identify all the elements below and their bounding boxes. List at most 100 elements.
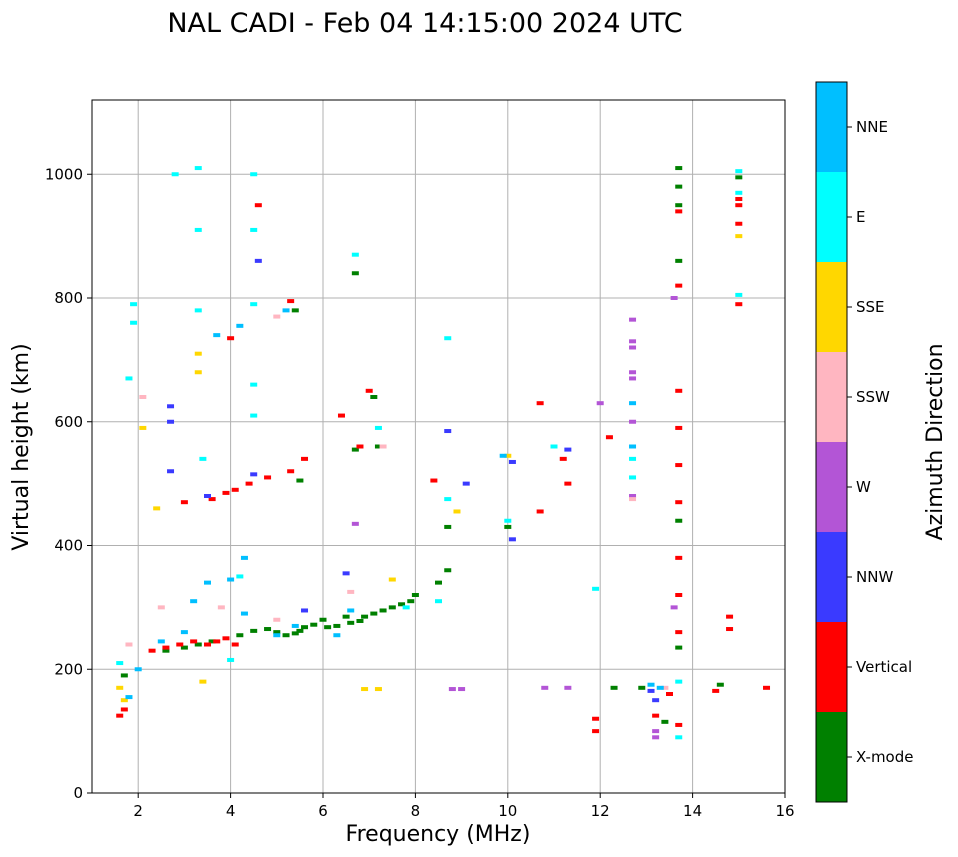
data-point <box>735 203 743 208</box>
data-point <box>444 429 452 434</box>
data-point <box>675 735 683 740</box>
data-point <box>444 497 452 502</box>
data-point <box>444 524 452 529</box>
x-tick-label: 12 <box>591 802 610 820</box>
colorbar-tick-label: E <box>856 208 865 226</box>
data-point <box>125 695 133 700</box>
data-point <box>398 602 406 607</box>
data-point <box>536 509 544 514</box>
data-point <box>666 692 673 696</box>
data-point <box>592 716 600 721</box>
data-point <box>301 456 309 461</box>
data-point <box>204 580 211 585</box>
data-point <box>194 351 202 356</box>
colorbar-tick-label: SSE <box>856 298 885 316</box>
data-point <box>629 339 637 344</box>
data-point <box>370 395 378 399</box>
data-point <box>629 376 637 381</box>
data-point <box>388 605 396 610</box>
data-point <box>130 302 138 307</box>
data-point <box>763 685 771 690</box>
data-point <box>250 227 258 232</box>
data-point <box>735 197 743 201</box>
colorbar-label: Azimuth Direction <box>923 343 948 540</box>
data-point <box>726 614 734 619</box>
colorbar-tick-label: Vertical <box>856 658 912 676</box>
data-point <box>735 234 743 239</box>
data-point <box>167 419 175 424</box>
colorbar-tick-label: W <box>856 478 871 496</box>
data-point <box>564 481 572 486</box>
data-point <box>236 633 244 638</box>
data-point <box>134 667 142 672</box>
data-point <box>675 283 683 288</box>
data-point <box>162 648 170 653</box>
data-point <box>444 336 452 341</box>
data-point <box>208 497 216 502</box>
data-point <box>116 685 124 690</box>
data-point <box>407 599 415 604</box>
data-point <box>342 614 350 619</box>
data-point <box>735 302 743 307</box>
data-point <box>675 209 683 214</box>
x-tick-label: 10 <box>498 802 517 820</box>
data-point <box>652 729 660 734</box>
colorbar-segment <box>816 712 847 802</box>
data-point <box>675 518 683 523</box>
data-point <box>356 618 364 623</box>
data-point <box>351 521 359 526</box>
data-point <box>675 425 683 430</box>
y-tick-label: 800 <box>54 289 83 307</box>
data-point <box>629 370 637 375</box>
data-point <box>453 509 461 514</box>
data-point <box>629 497 637 502</box>
data-point <box>236 574 244 579</box>
data-point <box>675 593 683 597</box>
x-tick-label: 16 <box>775 802 794 820</box>
y-tick-label: 1000 <box>45 165 83 183</box>
colorbar: X-mode Vertical NNW W SSW SSE E NNE <box>815 81 913 803</box>
data-point <box>347 589 355 594</box>
data-point <box>250 382 258 387</box>
data-point <box>675 500 683 505</box>
data-point <box>130 320 138 325</box>
data-point <box>735 169 743 174</box>
data-point <box>379 444 387 449</box>
colorbar-tick-label: SSW <box>856 388 890 406</box>
data-point <box>374 687 382 692</box>
data-point <box>190 599 198 604</box>
data-point <box>435 580 442 585</box>
data-point <box>361 614 369 619</box>
data-point <box>675 645 683 650</box>
y-axis-ticks: 0 200 400 600 800 1000 <box>45 165 92 802</box>
data-point <box>273 314 281 319</box>
data-point <box>435 599 442 604</box>
data-point <box>629 419 637 424</box>
data-point <box>712 688 720 693</box>
x-tick-label: 6 <box>318 802 328 820</box>
data-point <box>250 628 258 633</box>
data-point <box>735 175 743 180</box>
data-point <box>629 317 637 322</box>
data-point <box>351 447 359 452</box>
data-point <box>458 687 466 692</box>
data-point <box>550 444 558 449</box>
data-point <box>675 679 683 684</box>
data-point <box>324 625 332 630</box>
data-point <box>675 555 683 560</box>
data-point <box>647 682 655 687</box>
data-point <box>273 633 281 638</box>
x-axis-label: Frequency (MHz) <box>346 822 531 847</box>
data-point <box>675 388 683 393</box>
data-point <box>282 633 290 638</box>
data-point <box>245 481 253 486</box>
data-point <box>250 472 258 477</box>
data-point <box>250 413 258 418</box>
data-point <box>342 571 350 576</box>
data-point <box>351 271 359 276</box>
data-point <box>541 685 549 690</box>
data-point <box>250 172 258 177</box>
data-point <box>333 633 341 638</box>
y-tick-label: 0 <box>73 784 83 802</box>
data-point <box>592 729 600 734</box>
